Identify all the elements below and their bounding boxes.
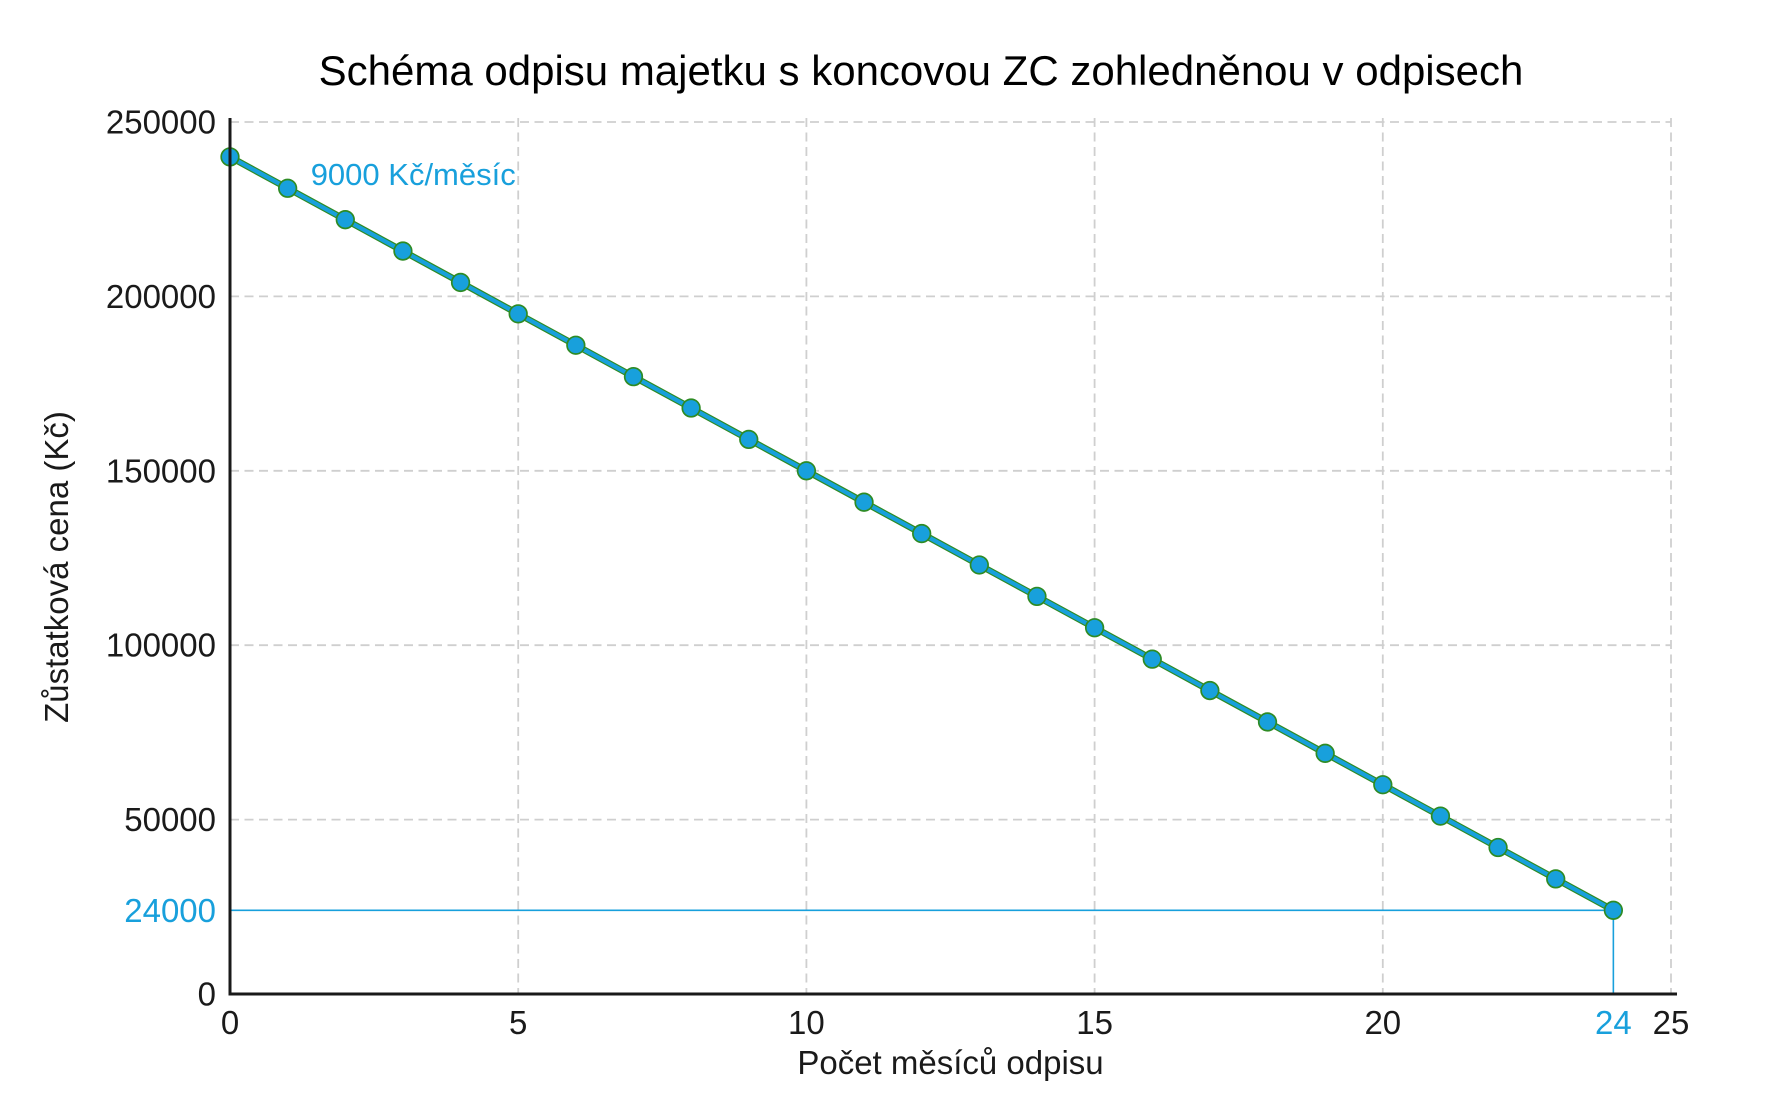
annotation-rate-label: 9000 Kč/měsíc (311, 157, 516, 192)
x-tick-label: 15 (1076, 1004, 1113, 1041)
x-tick-label: 10 (788, 1004, 825, 1041)
data-point-marker (1027, 586, 1047, 607)
x-tick-label: 25 (1653, 1004, 1690, 1041)
y-tick-label: 50000 (124, 801, 216, 838)
data-point-marker (566, 335, 586, 355)
data-point-marker (1430, 806, 1451, 826)
data-point-marker (1257, 712, 1278, 732)
data-point-marker (1200, 680, 1220, 701)
data-point-marker (1142, 649, 1162, 669)
data-point-marker (681, 398, 701, 418)
depreciation-series (220, 147, 1624, 920)
x-tick-label: 0 (221, 1004, 239, 1041)
chart-title: Schéma odpisu majetku s koncovou ZC zohl… (318, 47, 1524, 94)
data-point-marker (1488, 837, 1508, 858)
y-tick-labels: 0 50000 100000 150000 200000 250000 (106, 104, 216, 1013)
y-tick-label: 250000 (106, 104, 216, 141)
gridlines (230, 118, 1672, 994)
data-point-marker (1546, 869, 1566, 889)
y-tick-label: 150000 (106, 452, 216, 489)
data-point-marker (1315, 743, 1335, 763)
data-point-marker (854, 492, 874, 512)
data-point-marker (1084, 618, 1105, 638)
axes-spines (228, 118, 1677, 996)
data-point-marker (623, 366, 644, 387)
data-point-marker (912, 523, 932, 544)
highlight-guides (230, 909, 1615, 994)
x-tick-label: 20 (1364, 1004, 1401, 1041)
y-tick-label: 100000 (106, 627, 216, 664)
x-tick-label: 5 (509, 1004, 527, 1041)
y-tick-label: 200000 (106, 278, 216, 315)
data-point-marker (450, 272, 471, 293)
highlight-x-label: 24 (1595, 1004, 1632, 1041)
data-point-marker (335, 210, 355, 230)
data-point-marker (393, 241, 413, 261)
y-tick-label: 0 (198, 976, 216, 1013)
data-point-marker (969, 555, 989, 575)
x-tick-labels: 0 5 10 15 20 25 (221, 1004, 1690, 1041)
data-point-marker (796, 461, 817, 481)
data-point-marker (1373, 775, 1393, 795)
highlight-y-label: 24000 (124, 892, 216, 929)
data-point-marker (1603, 900, 1624, 920)
data-point-marker (277, 178, 298, 198)
data-point-marker (739, 429, 759, 450)
x-axis-title: Počet měsíců odpisu (797, 1044, 1104, 1081)
data-point-marker (508, 304, 528, 324)
